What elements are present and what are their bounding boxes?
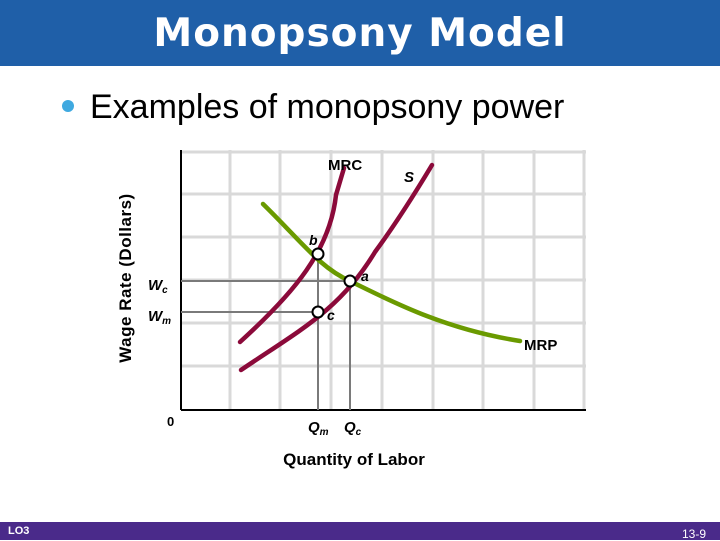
wc-label-main: W bbox=[148, 277, 164, 294]
supply-curve bbox=[238, 162, 435, 373]
x-axis-label: Quantity of Labor bbox=[283, 450, 425, 469]
mrc-curve bbox=[237, 165, 347, 345]
mrp-label: MRP bbox=[524, 337, 557, 354]
title-bar bbox=[0, 0, 720, 66]
qc-label-main: Q bbox=[344, 419, 356, 436]
slide-title: Monopsony Model bbox=[153, 11, 567, 56]
point-c-label: c bbox=[327, 307, 335, 323]
point-a-marker bbox=[343, 274, 357, 288]
bullet-text: Examples of monopsony power bbox=[90, 88, 565, 126]
page-number: 13-9 bbox=[681, 527, 706, 541]
origin-label: 0 bbox=[167, 414, 174, 429]
wm-label: Wm bbox=[148, 308, 171, 327]
qc-label: Qc bbox=[344, 419, 362, 438]
point-b-label: b bbox=[309, 232, 318, 248]
point-b-marker bbox=[311, 247, 325, 261]
point-a-label: a bbox=[361, 268, 369, 284]
qm-label: Qm bbox=[308, 419, 329, 438]
y-axis-label: Wage Rate (Dollars) bbox=[116, 193, 135, 362]
supply-label: S bbox=[404, 169, 414, 186]
guide-lines bbox=[181, 254, 351, 410]
wm-label-sub: m bbox=[162, 316, 171, 327]
wc-label: Wc bbox=[148, 277, 168, 296]
mrc-label: MRC bbox=[328, 157, 362, 174]
learning-objective-label: LO3 bbox=[8, 525, 30, 537]
bullet-dot-icon bbox=[62, 100, 74, 112]
point-c-marker bbox=[311, 305, 325, 319]
qm-label-sub: m bbox=[320, 427, 329, 438]
wc-label-sub: c bbox=[162, 285, 168, 296]
qm-label-main: Q bbox=[308, 419, 320, 436]
wm-label-main: W bbox=[148, 308, 164, 325]
qc-label-sub: c bbox=[356, 427, 362, 438]
mrp-curve bbox=[260, 201, 523, 344]
footer-bar bbox=[0, 522, 720, 540]
